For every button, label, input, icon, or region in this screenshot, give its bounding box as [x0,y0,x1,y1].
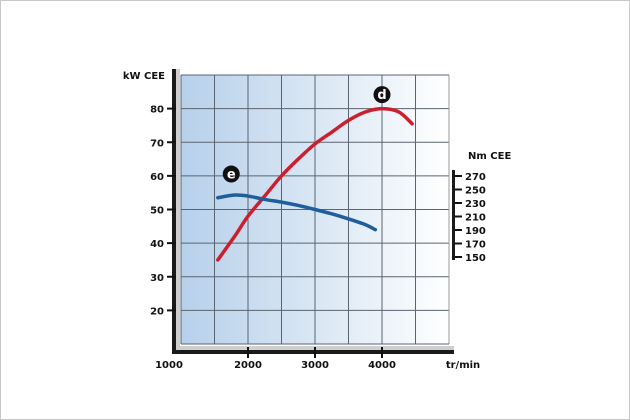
x-tick-label: 1000 [155,360,183,371]
series-line-e [216,193,378,232]
y2-tick-label: 150 [465,253,486,264]
x-tick-label: 2000 [234,360,262,371]
y-tick-label: 80 [150,105,164,116]
y2-tick-label: 190 [465,226,486,237]
y-tick-label: 40 [150,239,164,250]
axis-labels: 20 30 40 50 60 70 80 kW CEE 1000 2000 3000 4000 tr/m… [123,71,512,371]
y2-tick-label: 230 [465,199,486,210]
series-lines [216,106,414,262]
x-axis-title: tr/min [446,360,480,371]
series-badge-label: e [227,168,236,183]
y-tick-label: 60 [150,172,164,183]
x-tick-label: 4000 [368,360,396,371]
axes [167,69,462,358]
y-axis-bar [172,69,176,354]
y2-axis-title: Nm CEE [468,151,511,162]
series-badge-e [222,165,240,183]
y2-tick-label: 270 [465,172,486,183]
y-tick-label: 70 [150,138,164,149]
y-axis-title: kW CEE [123,71,165,82]
y-tick-label: 20 [150,306,164,317]
series-badge-d [373,86,391,104]
y2-axis-bar [452,170,455,260]
y2-tick-label: 210 [465,213,486,224]
y-axis-shadow [176,69,180,346]
y-tick-label: 30 [150,273,164,284]
series-badge-label: d [377,88,386,103]
y2-tick-label: 250 [465,186,486,197]
y2-tick-label: 170 [465,240,486,251]
y-tick-label: 50 [150,206,164,217]
x-axis-bar [172,350,454,354]
x-tick-label: 3000 [301,360,329,371]
series-line-d [216,106,414,262]
